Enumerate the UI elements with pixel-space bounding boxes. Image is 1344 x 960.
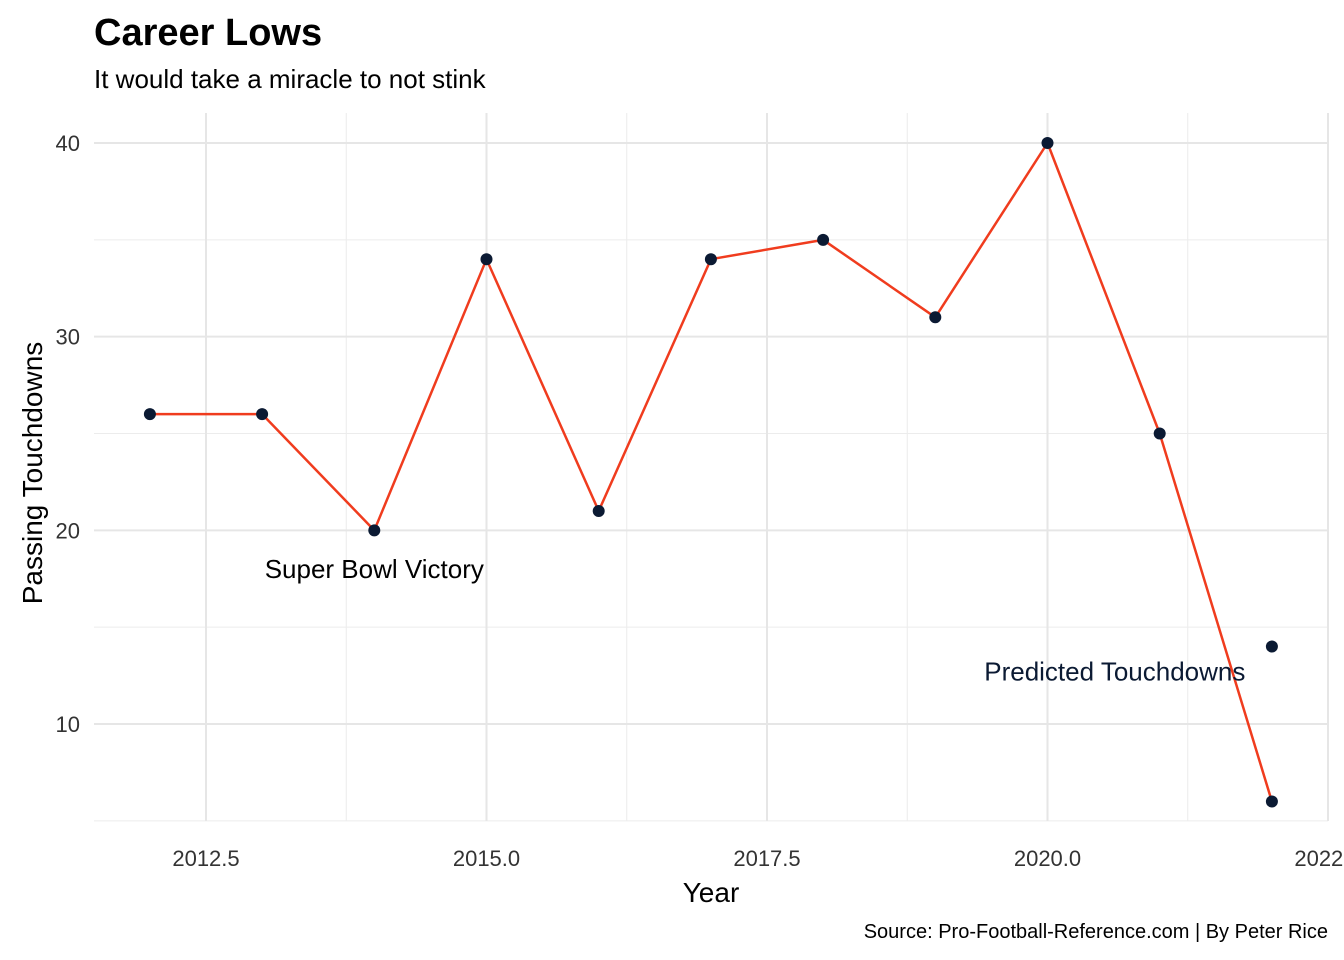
data-point	[368, 524, 381, 537]
y-tick-label: 10	[56, 712, 80, 737]
x-tick-label: 2022.5	[1294, 846, 1344, 871]
x-axis-title: Year	[683, 877, 740, 908]
data-point	[929, 311, 942, 324]
data-point	[592, 504, 605, 517]
data-point	[704, 253, 717, 266]
chart-subtitle: It would take a miracle to not stink	[94, 64, 486, 94]
chart-caption: Source: Pro-Football-Reference.com | By …	[863, 921, 1328, 943]
data-point	[480, 253, 493, 266]
tick-labels: 2012.5 2015.0 2017.5 2020.0 2022.5 10 20 30 40	[56, 131, 1344, 871]
data-point	[1265, 795, 1278, 808]
annotation-label: Super Bowl Victory	[265, 554, 484, 584]
y-tick-label: 20	[56, 518, 80, 543]
data-point	[256, 408, 269, 421]
x-tick-label: 2020.0	[1014, 846, 1081, 871]
data-point	[143, 408, 156, 421]
annotations: Super Bowl Victory Predicted Touchdowns	[265, 554, 1246, 687]
data-point	[1153, 427, 1166, 440]
predicted-point	[1265, 640, 1278, 653]
data-points	[143, 137, 1278, 808]
y-tick-label: 40	[56, 131, 80, 156]
x-tick-label: 2015.0	[453, 846, 520, 871]
x-tick-label: 2012.5	[172, 846, 239, 871]
grid	[94, 113, 1329, 822]
y-tick-label: 30	[56, 325, 80, 350]
chart-title: Career Lows	[94, 12, 323, 54]
data-point	[1041, 137, 1054, 149]
series-line	[149, 141, 1274, 802]
annotation-label: Predicted Touchdowns	[984, 657, 1245, 687]
x-tick-label: 2017.5	[733, 846, 800, 871]
data-point	[817, 233, 830, 246]
y-axis-title: Passing Touchdowns	[17, 342, 48, 605]
series-lines	[149, 141, 1274, 802]
